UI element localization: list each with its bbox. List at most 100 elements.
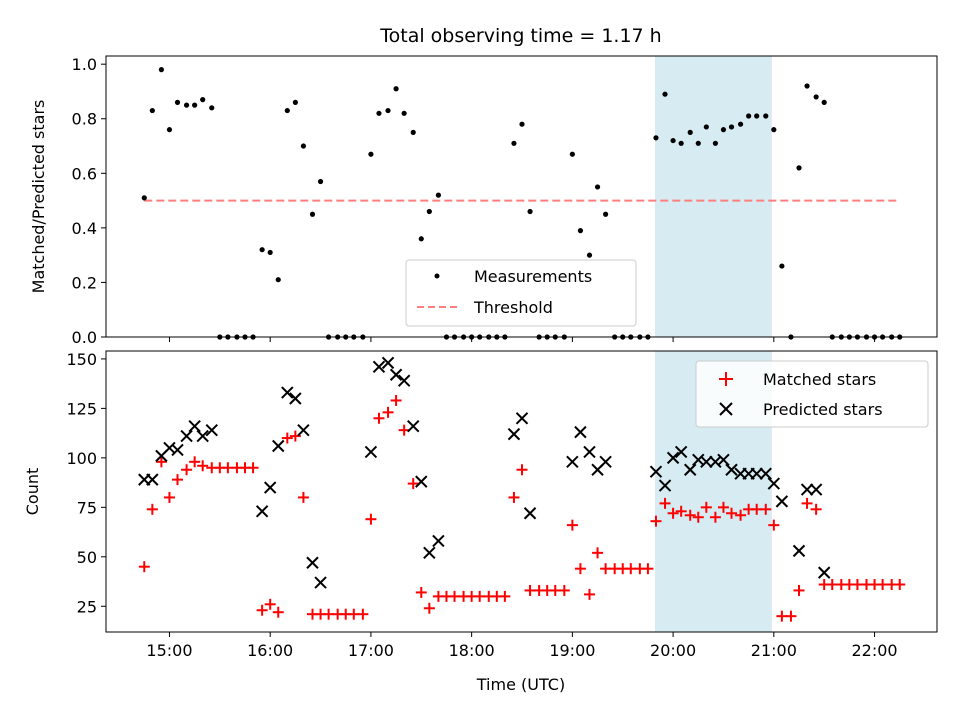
- predicted-star-point: [372, 360, 386, 374]
- matched-star-point: [659, 497, 671, 509]
- y-tick-label: 0.6: [72, 164, 97, 183]
- measurement-point: [259, 247, 265, 253]
- predicted-star-point: [817, 566, 831, 579]
- matched-star-point: [415, 586, 427, 598]
- measurement-point: [511, 140, 517, 146]
- measurement-point: [796, 165, 802, 171]
- matched-star-point: [785, 610, 797, 622]
- matched-star-point: [272, 606, 284, 618]
- measurement-point: [813, 94, 819, 100]
- predicted-star-point: [306, 556, 319, 569]
- predicted-star-point: [684, 463, 697, 476]
- matched-star-point: [398, 424, 410, 436]
- measurement-point: [804, 83, 810, 89]
- x-tick-label: 17:00: [348, 641, 394, 660]
- predicted-star-point: [432, 534, 445, 548]
- legend-marker-predicted-stars: [719, 402, 733, 416]
- y-tick-label: 0.4: [72, 219, 97, 238]
- predicted-star-point: [775, 495, 789, 508]
- predicted-star-point: [381, 356, 395, 370]
- predicted-star-point: [196, 429, 209, 443]
- measurement-point: [368, 151, 374, 157]
- measurement-point: [703, 124, 709, 130]
- matched-star-point: [709, 511, 721, 523]
- y-tick-label: 50: [77, 548, 97, 567]
- matched-star-point: [197, 460, 209, 472]
- ratio-panel-y-axis: 0.0 0.2 0.4 0.6 0.8 1.0: [72, 55, 106, 347]
- measurement-point: [695, 140, 701, 146]
- matched-star-point: [172, 474, 184, 486]
- measurement-point: [401, 110, 407, 116]
- predicted-star-point: [800, 483, 814, 496]
- measurement-point: [594, 184, 601, 190]
- predicted-star-point: [700, 455, 713, 469]
- predicted-star-point: [314, 576, 327, 589]
- measurement-point: [577, 228, 584, 234]
- predicted-star-point: [566, 455, 579, 469]
- legend-marker-matched-stars: [719, 372, 733, 386]
- predicted-star-point: [415, 475, 428, 488]
- matched-star-point: [297, 491, 309, 503]
- predicted-star-point: [583, 445, 596, 459]
- ratio-panel-x-ticks: [168, 337, 876, 342]
- measurement-point: [317, 178, 324, 185]
- predicted-star-point: [423, 546, 436, 560]
- matched-star-point: [574, 563, 586, 575]
- predicted-star-point: [180, 429, 193, 443]
- predicted-star-point: [666, 451, 680, 465]
- x-tick-label: 21:00: [751, 641, 797, 660]
- x-axis-label: Time (UTC): [476, 675, 565, 694]
- measurement-point: [435, 192, 441, 198]
- y-tick-label: 100: [66, 449, 97, 468]
- y-tick-label: 150: [66, 350, 97, 369]
- measurement-point: [712, 140, 719, 146]
- measurement-point: [209, 105, 215, 111]
- predicted-star-point: [289, 392, 302, 405]
- predicted-star-point: [649, 465, 663, 478]
- x-tick-label: 15:00: [146, 641, 192, 660]
- count-panel: 25 50 75 100 125 150 15:00 16:00 17:00 18:00 19:0…: [23, 350, 938, 694]
- predicted-star-point: [792, 544, 806, 558]
- matched-star-point: [760, 503, 772, 515]
- predicted-star-point: [523, 507, 537, 520]
- measurement-point: [678, 140, 684, 146]
- measurement-point: [519, 121, 525, 127]
- predicted-star-point: [297, 423, 310, 437]
- matched-star-point: [642, 563, 654, 575]
- measurement-point: [720, 127, 727, 133]
- measurement-point: [821, 99, 827, 105]
- legend-label-predicted-stars: Predicted stars: [763, 400, 883, 419]
- matched-star-point: [382, 406, 394, 418]
- predicted-star-point: [717, 453, 730, 467]
- y-tick-label: 0.8: [72, 110, 97, 129]
- y-tick-label: 1.0: [72, 55, 97, 74]
- matched-star-point: [583, 588, 595, 600]
- ratio-panel-frame: [105, 55, 938, 338]
- measurement-point: [662, 91, 668, 97]
- matched-star-point: [810, 503, 822, 515]
- measurement-point: [687, 129, 693, 135]
- matched-star-point: [181, 464, 193, 476]
- predicted-star-point: [658, 479, 672, 492]
- matched-star-point: [289, 430, 301, 442]
- predicted-star-point: [205, 423, 218, 437]
- measurement-point: [728, 124, 735, 130]
- measurement-point: [426, 208, 432, 215]
- measurement-point: [569, 151, 575, 157]
- matched-star-point: [566, 519, 578, 531]
- predicted-star-point: [255, 505, 269, 518]
- predicted-star-point: [146, 473, 159, 486]
- matched-star-point: [281, 432, 293, 444]
- matched-star-point: [592, 547, 604, 559]
- count-panel-frame: [105, 350, 938, 633]
- measurement-point: [309, 211, 316, 217]
- measurement-point: [284, 107, 290, 114]
- measurement-point: [527, 208, 533, 215]
- matched-star-point: [423, 602, 435, 614]
- measurement-point: [149, 107, 155, 114]
- measurement-point: [376, 110, 382, 116]
- matched-star-point: [675, 505, 687, 517]
- matched-star-point: [138, 561, 150, 573]
